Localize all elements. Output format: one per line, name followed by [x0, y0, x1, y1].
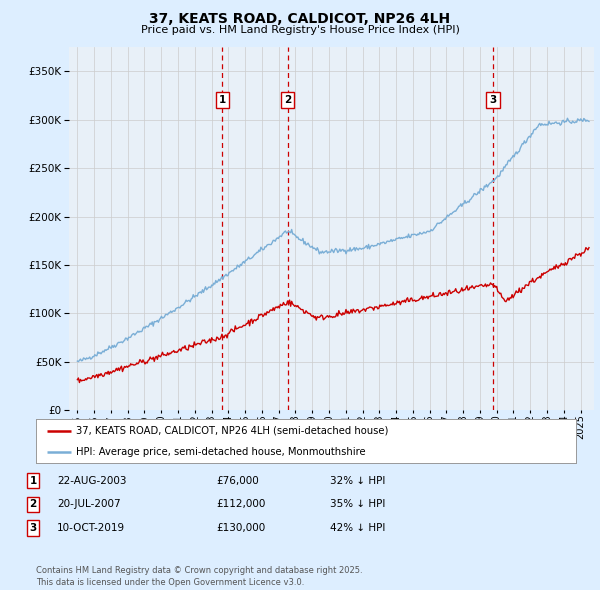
Text: 1: 1: [29, 476, 37, 486]
Text: 2: 2: [29, 500, 37, 509]
Text: 1: 1: [218, 95, 226, 105]
Text: 42% ↓ HPI: 42% ↓ HPI: [330, 523, 385, 533]
Text: £76,000: £76,000: [216, 476, 259, 486]
Text: HPI: Average price, semi-detached house, Monmouthshire: HPI: Average price, semi-detached house,…: [77, 447, 366, 457]
Text: £130,000: £130,000: [216, 523, 265, 533]
Text: Price paid vs. HM Land Registry's House Price Index (HPI): Price paid vs. HM Land Registry's House …: [140, 25, 460, 35]
Text: 10-OCT-2019: 10-OCT-2019: [57, 523, 125, 533]
Text: 22-AUG-2003: 22-AUG-2003: [57, 476, 127, 486]
Text: 37, KEATS ROAD, CALDICOT, NP26 4LH (semi-detached house): 37, KEATS ROAD, CALDICOT, NP26 4LH (semi…: [77, 426, 389, 436]
Text: £112,000: £112,000: [216, 500, 265, 509]
Text: 20-JUL-2007: 20-JUL-2007: [57, 500, 121, 509]
Text: Contains HM Land Registry data © Crown copyright and database right 2025.
This d: Contains HM Land Registry data © Crown c…: [36, 566, 362, 587]
Text: 37, KEATS ROAD, CALDICOT, NP26 4LH: 37, KEATS ROAD, CALDICOT, NP26 4LH: [149, 12, 451, 26]
Text: 3: 3: [490, 95, 497, 105]
Text: 2: 2: [284, 95, 292, 105]
Text: 32% ↓ HPI: 32% ↓ HPI: [330, 476, 385, 486]
Text: 3: 3: [29, 523, 37, 533]
Text: 35% ↓ HPI: 35% ↓ HPI: [330, 500, 385, 509]
